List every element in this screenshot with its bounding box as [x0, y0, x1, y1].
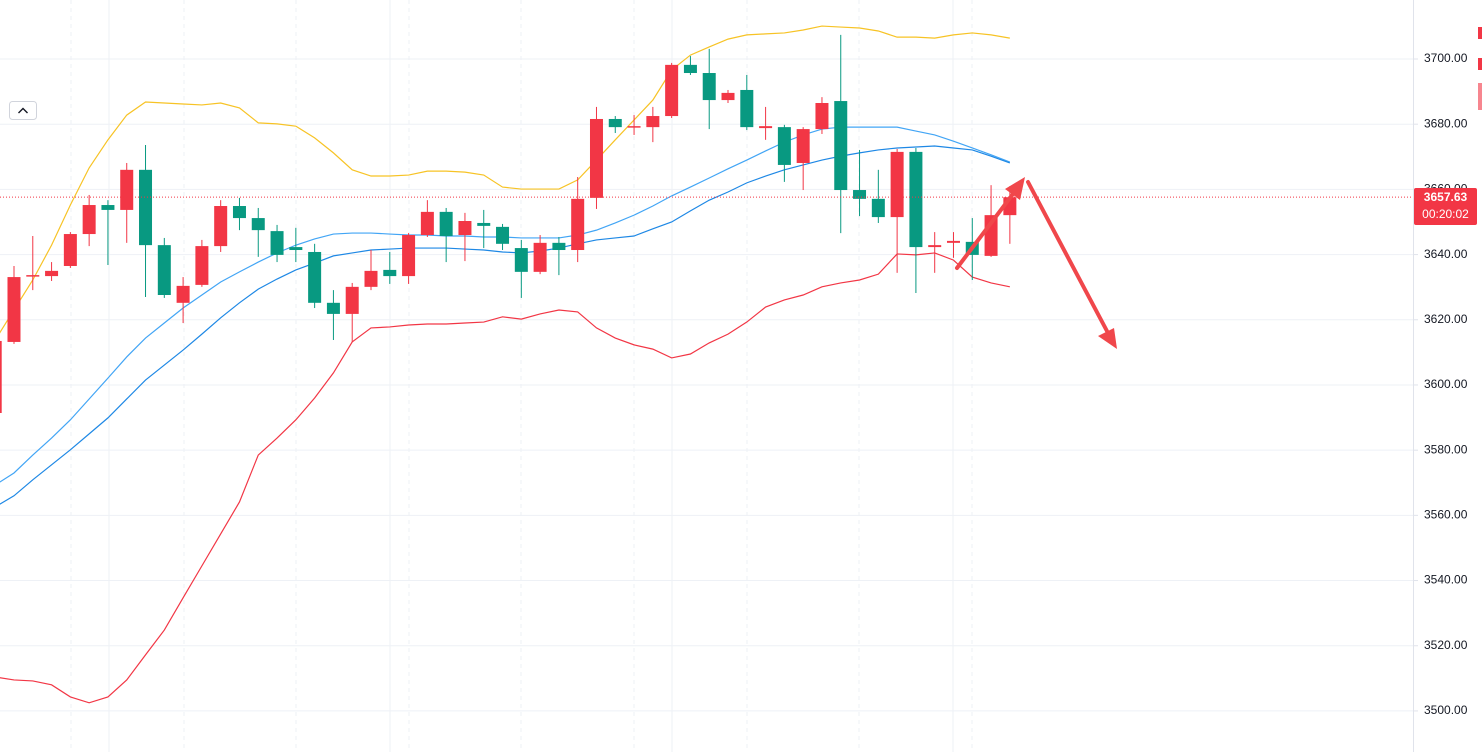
candle-body — [195, 246, 209, 285]
price-tag: 3657.63 00:20:02 — [1414, 188, 1477, 225]
candle-body — [496, 226, 510, 244]
candle-body — [345, 286, 359, 314]
arrow-head — [1005, 177, 1025, 200]
y-tick-label: 3560.00 — [1424, 508, 1468, 522]
time-grid — [70, 0, 973, 752]
candle-body — [157, 245, 171, 295]
arrow-down — [1026, 180, 1110, 335]
last-price-label: 3657.63 — [1424, 190, 1468, 204]
candle-body — [721, 92, 735, 101]
price-axis-panel — [1413, 0, 1482, 752]
chevron-up — [18, 107, 28, 114]
countdown-label: 00:20:02 — [1422, 207, 1469, 221]
y-tick-label: 3600.00 — [1424, 377, 1468, 391]
candle-body — [120, 169, 134, 210]
candle-body — [871, 198, 885, 218]
candle-body — [232, 206, 246, 219]
candle-body — [308, 251, 322, 303]
y-tick-label: 3640.00 — [1424, 247, 1468, 261]
candle-body — [665, 64, 679, 117]
candle-body — [608, 118, 622, 128]
candle-body — [589, 118, 603, 198]
candle-body — [251, 218, 265, 231]
y-tick-label: 3520.00 — [1424, 638, 1468, 652]
candle-body — [571, 198, 585, 251]
y-tick-label: 3540.00 — [1424, 573, 1468, 587]
candle-body — [683, 64, 697, 74]
candle-body — [214, 206, 228, 247]
button-frame[interactable] — [9, 101, 37, 120]
y-tick-label: 3580.00 — [1424, 442, 1468, 456]
candle-body — [101, 205, 115, 210]
indicator-line — [0, 252, 1010, 704]
candle-body — [815, 103, 829, 130]
arrow-head — [1098, 328, 1117, 349]
candle-body — [139, 169, 153, 246]
candle-body — [702, 73, 716, 101]
candle-body — [270, 231, 284, 255]
candle-body — [45, 270, 59, 277]
price-tag-box — [1414, 188, 1477, 225]
indicator-line — [0, 25, 1010, 334]
candle-body — [946, 240, 960, 243]
candle-body — [627, 126, 641, 128]
candle-body — [7, 277, 21, 342]
collapse-button[interactable] — [9, 101, 37, 120]
candle-body — [0, 340, 2, 413]
grid-layer — [0, 0, 1413, 752]
candle-body — [533, 242, 547, 272]
candle-body — [740, 89, 754, 128]
candle-body — [176, 285, 190, 303]
candle-body — [552, 242, 566, 251]
candle-body — [646, 116, 660, 128]
candle-body — [364, 270, 378, 287]
y-tick-label: 3500.00 — [1424, 703, 1468, 717]
candle-body — [402, 235, 416, 277]
candle-body — [326, 302, 340, 314]
arrow-up — [955, 188, 1018, 270]
candle-body — [834, 101, 848, 191]
edge-marker — [1478, 83, 1482, 110]
candle-body — [759, 126, 773, 129]
candle-body — [420, 211, 434, 236]
candle-body — [383, 269, 397, 277]
candle-body — [796, 129, 810, 163]
candle-body — [289, 247, 303, 251]
edge-marker — [1478, 27, 1482, 39]
candle-body — [477, 222, 491, 226]
time-grid-major — [108, 0, 954, 752]
candle-body — [439, 211, 453, 236]
y-tick-label: 3680.00 — [1424, 116, 1468, 130]
candle-body — [26, 275, 40, 277]
y-tick-label: 3620.00 — [1424, 312, 1468, 326]
y-tick-label: 3700.00 — [1424, 51, 1468, 65]
drawings — [955, 177, 1117, 349]
edge-marker — [1478, 58, 1482, 70]
candle-body — [63, 234, 77, 266]
candle-body — [853, 190, 867, 199]
candle-body — [928, 245, 942, 248]
candle-body — [82, 205, 96, 235]
candle-body — [777, 127, 791, 165]
candle-body — [514, 248, 528, 272]
candle-body — [458, 221, 472, 236]
candle-body — [890, 151, 904, 218]
candle-body — [909, 151, 923, 248]
